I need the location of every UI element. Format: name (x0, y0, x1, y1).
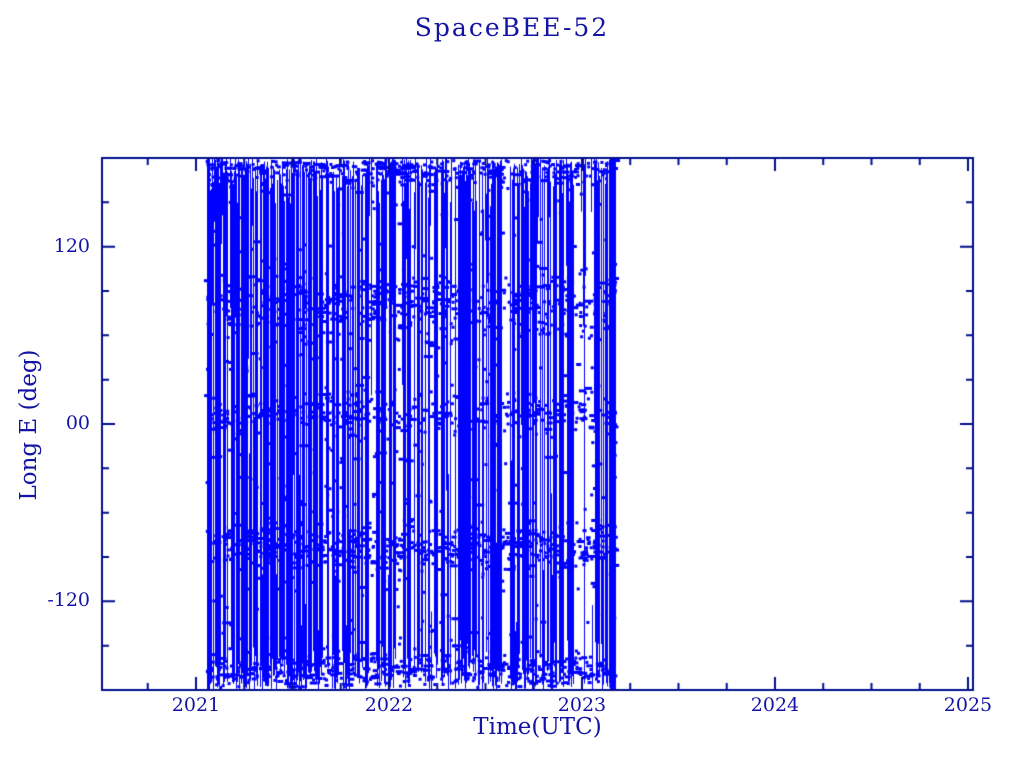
y-tick-label: 00 (65, 412, 90, 434)
x-tick-label: 2024 (750, 694, 800, 716)
y-tick-label: 120 (53, 234, 90, 257)
x-tick-label: 2022 (364, 694, 414, 716)
y-axis-title: Long E (deg) (16, 349, 42, 501)
x-tick-label: 2025 (943, 694, 993, 716)
x-axis-title: Time(UTC) (473, 714, 602, 740)
x-tick-label: 2021 (171, 694, 221, 716)
x-tick-label: 2023 (557, 694, 607, 716)
y-tick-label: -120 (47, 589, 90, 612)
